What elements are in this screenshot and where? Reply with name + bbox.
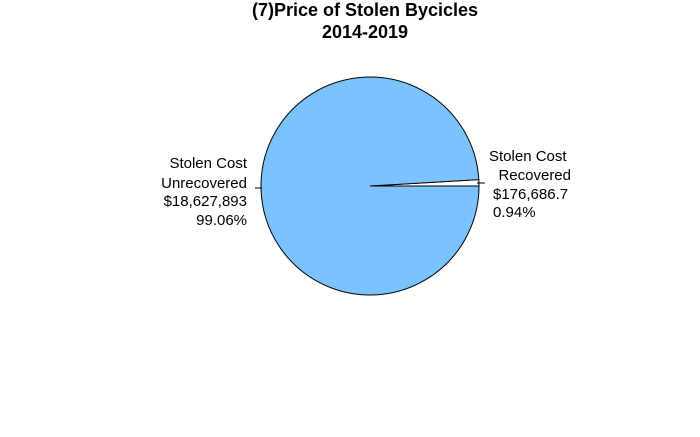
slice-unrecovered — [260, 76, 480, 296]
chart-title-line-2: 2014-2019 — [322, 22, 408, 42]
chart-title-line-1: (7)Price of Stolen Bycicles — [252, 0, 478, 20]
slice-label-unrecovered-line-1: Stolen Cost — [169, 155, 247, 172]
slice-label-recovered-line-2: Recovered — [498, 167, 571, 184]
slice-label-unrecovered-line-2: Unrecovered — [161, 175, 247, 192]
slice-percent-unrecovered: 99.06% — [196, 212, 247, 229]
slice-value-recovered: $176,686.7 — [493, 186, 568, 203]
slice-value-unrecovered: $18,627,893 — [164, 193, 247, 210]
slice-label-recovered-line-1: Stolen Cost — [489, 148, 567, 165]
slice-percent-recovered: 0.94% — [493, 204, 536, 221]
pie-slices — [260, 76, 480, 296]
